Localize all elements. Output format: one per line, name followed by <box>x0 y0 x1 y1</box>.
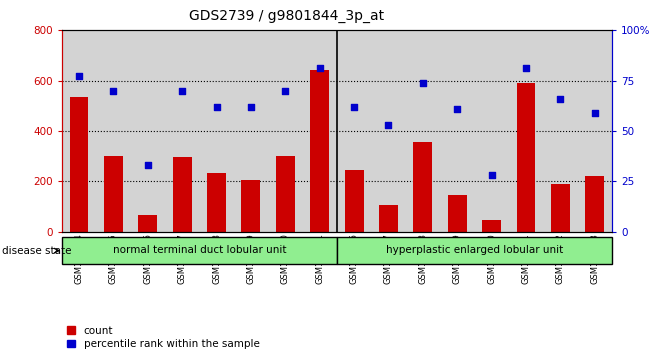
Bar <box>242 180 260 232</box>
Text: hyperplastic enlarged lobular unit: hyperplastic enlarged lobular unit <box>386 245 563 256</box>
Point <box>555 96 566 102</box>
Point <box>314 65 325 71</box>
Bar <box>440 30 475 232</box>
Point <box>245 104 256 110</box>
Point <box>143 162 153 168</box>
Text: GDS2739 / g9801844_3p_at: GDS2739 / g9801844_3p_at <box>189 9 384 23</box>
Point <box>418 80 428 85</box>
Bar <box>173 158 191 232</box>
Bar <box>344 170 363 232</box>
Bar <box>577 30 612 232</box>
Bar <box>131 30 165 232</box>
Bar <box>551 184 570 232</box>
Bar <box>268 30 303 232</box>
Bar <box>311 70 329 232</box>
Bar <box>96 30 131 232</box>
Bar <box>543 30 577 232</box>
Point <box>452 106 462 112</box>
Point <box>521 65 531 71</box>
Bar <box>70 97 89 232</box>
Text: disease state: disease state <box>2 246 72 256</box>
Bar <box>406 30 440 232</box>
Bar <box>62 237 337 264</box>
Bar <box>303 30 337 232</box>
Point <box>486 172 497 178</box>
Bar <box>276 156 295 232</box>
Bar <box>516 83 535 232</box>
Bar <box>139 216 158 232</box>
Bar <box>371 30 406 232</box>
Bar <box>475 30 509 232</box>
Bar <box>207 173 226 232</box>
Bar <box>199 30 234 232</box>
Bar <box>337 30 371 232</box>
Bar <box>379 205 398 232</box>
Bar <box>234 30 268 232</box>
Bar <box>585 176 604 232</box>
Bar <box>62 30 96 232</box>
Text: normal terminal duct lobular unit: normal terminal duct lobular unit <box>113 245 286 256</box>
Point <box>212 104 222 110</box>
Bar <box>509 30 543 232</box>
Bar <box>337 237 612 264</box>
Point <box>349 104 359 110</box>
Point <box>280 88 290 93</box>
Point <box>383 122 394 128</box>
Point <box>74 74 84 79</box>
Bar <box>448 195 467 232</box>
Bar <box>413 142 432 232</box>
Bar <box>165 30 199 232</box>
Point <box>177 88 187 93</box>
Point <box>590 110 600 116</box>
Bar <box>482 220 501 232</box>
Point <box>108 88 118 93</box>
Bar <box>104 156 123 232</box>
Legend: count, percentile rank within the sample: count, percentile rank within the sample <box>67 326 260 349</box>
